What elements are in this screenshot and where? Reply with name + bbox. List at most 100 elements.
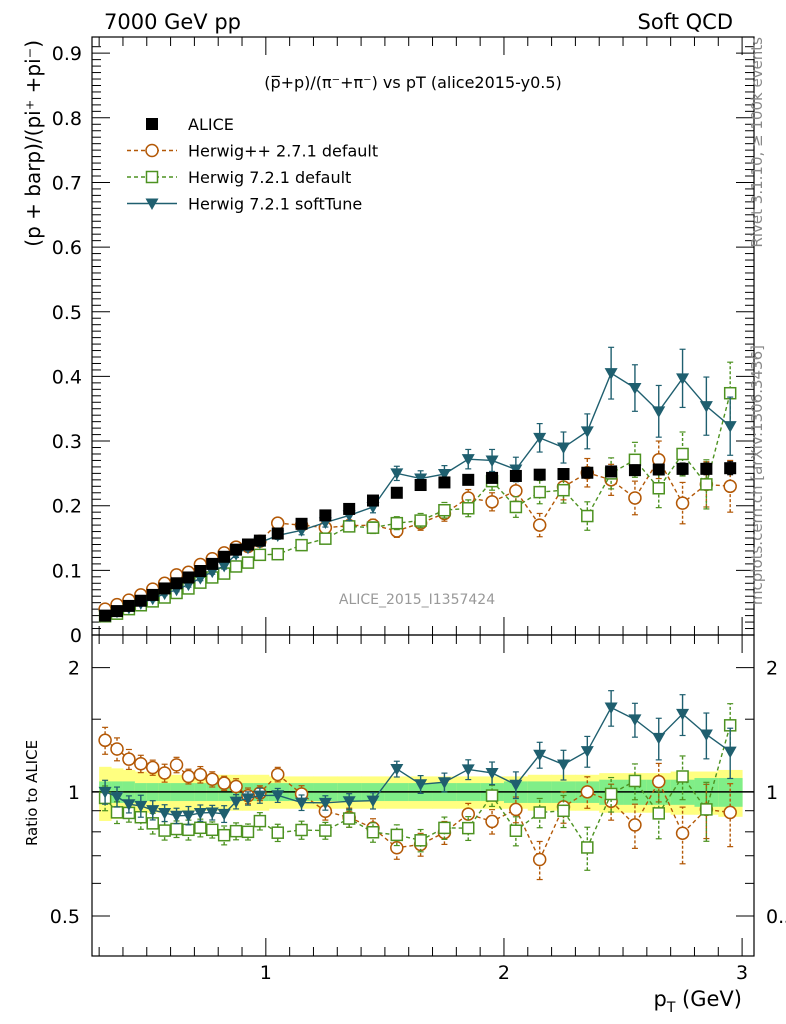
plot-title: (p̅+p)/(π⁻+π⁻) vs pT (alice2015-y0.5) [264,73,562,92]
data-point [182,571,195,584]
ratio-point [134,800,148,813]
y-axis-label: (p + barp)/(pi⁺ +pi⁻) [21,40,45,247]
header-left: 7000 GeV pp [104,10,241,34]
legend: ALICE Herwig++ 2.7.1 default Herwig 7.2.1 … [127,115,378,214]
ratio-point [342,796,356,808]
data-point [485,455,499,467]
data-point [486,471,499,484]
ratio-point [295,823,308,837]
data-point [366,521,380,534]
legend-item: ALICE [146,115,234,134]
legend-label: Herwig++ 2.7.1 default [188,142,378,161]
ratio-point [342,812,356,825]
ratio-point [217,808,231,821]
data-point [557,483,570,497]
data-point [723,479,737,494]
ratio-point [241,793,255,805]
series-herwig-7-2-1-default [98,361,737,623]
data-point [605,465,618,478]
ratio-point [461,821,475,835]
y-tick-label: 0.3 [52,431,82,453]
x-axis-label-unit: (GeV) [675,987,742,1011]
data-point [509,500,523,514]
data-point [676,462,689,475]
data-point [556,442,570,455]
ratio-y-tick-label: 1 [68,782,80,804]
legend-label: Herwig 7.2.1 softTune [188,195,362,214]
data-point [319,532,332,545]
ratio-point [193,767,208,782]
ratio-point [157,766,172,780]
data-point [270,516,285,530]
data-point [229,560,243,573]
data-point [414,514,427,527]
ratio-point [182,823,195,837]
legend-item: Herwig 7.2.1 softTune [127,195,362,214]
ratio-point [194,821,207,835]
data-point [253,548,267,562]
ratio-point [170,822,183,836]
data-point [390,516,404,530]
ratio-point [438,821,451,835]
data-point [652,406,666,418]
ratio-point [229,779,243,794]
ratio-point [181,810,195,822]
ratio-y-tick-label-right: 2 [766,658,778,680]
data-point [485,495,499,509]
data-point [509,469,522,482]
ratio-point [110,806,124,819]
data-point [628,464,641,477]
ratio-point [390,828,404,842]
x-tick-label: 3 [736,962,748,984]
data-point [218,550,231,563]
ratio-point [366,826,380,839]
data-point [580,426,594,438]
ratio-y-tick-label-right: 1 [766,782,778,804]
data-point [241,538,254,551]
data-point [122,599,135,612]
ratio-point [604,787,618,801]
ratio-point [145,760,160,775]
ratio-point [700,803,713,816]
header-right: Soft QCD [638,10,733,34]
ratio-point [604,702,618,715]
ratio-point [437,777,451,789]
ratio-point [485,789,499,802]
ratio-point [651,774,666,789]
x-axis-label: pT (GeV) [653,987,742,1016]
ratio-point [229,796,243,809]
side-label-mcplots: mcplots.cern.ch [arXiv:1306.3436] [748,345,766,605]
data-point [461,454,475,466]
ratio-series [98,690,737,881]
data-point [438,503,451,517]
ratio-point [533,806,546,819]
ratio-point [676,770,689,783]
legend-marker [145,198,159,210]
data-point [533,468,546,481]
data-point [652,463,665,476]
data-point [230,543,243,556]
series-alice [99,461,737,622]
data-point [241,556,255,569]
data-point [509,484,523,498]
ratio-point [318,797,332,810]
ratio-point [181,769,196,784]
data-point [271,547,284,561]
y-tick-label: 0.6 [52,237,82,259]
y-tick-label: 0.7 [52,172,82,194]
legend-item: Herwig 7.2.1 default [127,168,351,187]
data-point [390,468,404,480]
watermark: ALICE_2015_I1357424 [339,592,495,608]
ratio-point [461,764,475,776]
data-point [271,527,284,540]
data-point [253,534,266,547]
data-point [700,462,713,475]
data-point [723,421,737,433]
data-point [170,577,183,590]
data-point [342,520,356,533]
ratio-point [206,823,219,837]
ratio-point [557,804,570,818]
ratio-point [533,749,547,762]
ratio-point [110,791,124,804]
data-point [652,481,665,495]
